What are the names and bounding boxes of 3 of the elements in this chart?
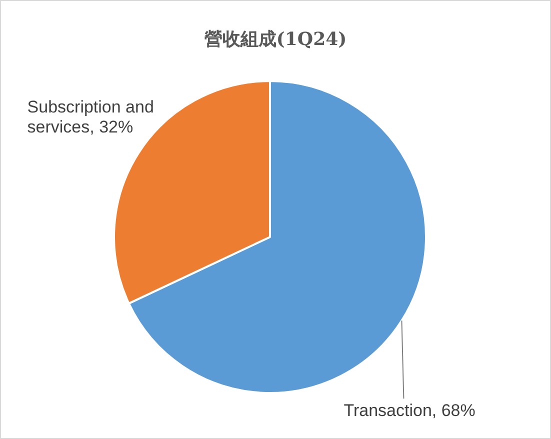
chart-title: 營收組成(1Q24): [203, 28, 348, 51]
slice-label: Transaction, 68%: [344, 400, 476, 420]
slice-label: Subscription and services, 32%: [27, 98, 154, 137]
